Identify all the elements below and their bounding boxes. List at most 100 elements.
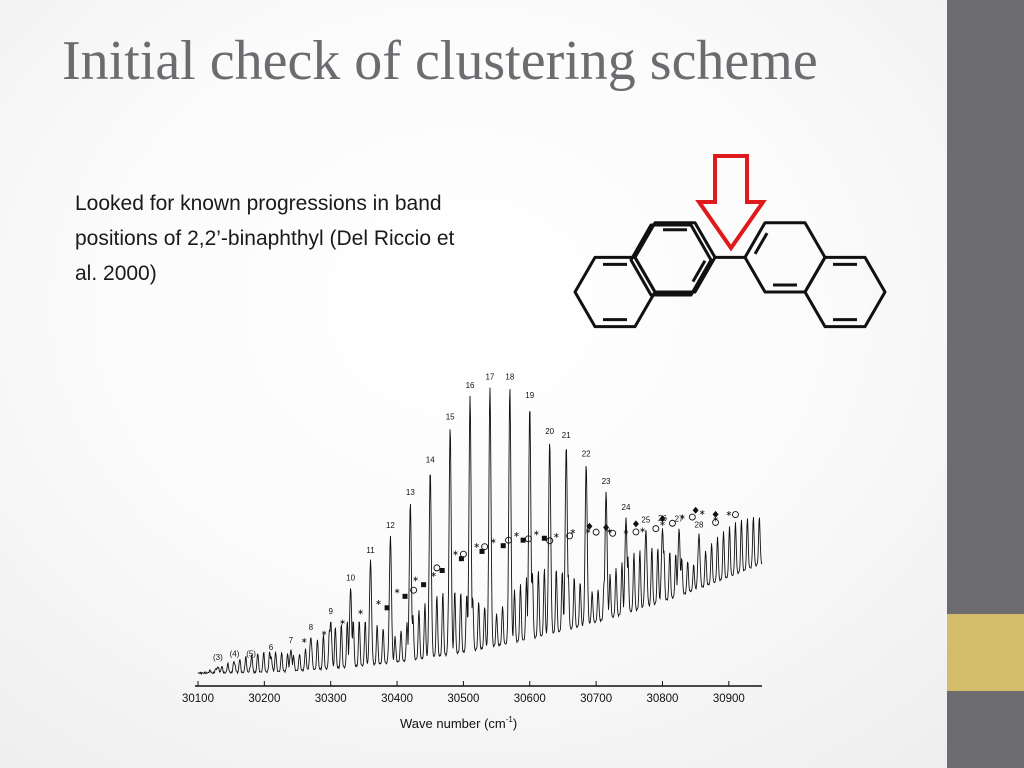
square-marker [520, 537, 526, 543]
circle-marker [732, 511, 739, 519]
circle-marker [481, 543, 489, 551]
x-tick-label: 30600 [514, 693, 546, 705]
circle-marker [632, 528, 640, 536]
asterisk-marker: ∗ [606, 526, 613, 535]
peak-label: 24 [622, 503, 631, 512]
circle-marker [546, 537, 554, 545]
asterisk-marker: ∗ [712, 514, 719, 523]
spectrum-trace [197, 387, 763, 676]
double-bond [691, 260, 707, 283]
x-axis-label: Wave number (cm-1) [400, 715, 517, 731]
x-tick-label: 30400 [381, 693, 413, 705]
peak-label: 13 [406, 488, 415, 497]
square-marker [421, 582, 427, 588]
asterisk-marker: ∗ [321, 629, 328, 638]
peak-labels: (3) (4) (5) 6 7 8 9 10 11 12 13 14 15 16 17 18 19 20 21 22 2… [213, 373, 704, 662]
peak-label: 22 [582, 450, 591, 459]
diamond-marker [632, 520, 639, 528]
asterisk-marker: ∗ [659, 519, 666, 528]
asterisk-marker: ∗ [570, 527, 577, 536]
peak-label: 16 [466, 381, 475, 390]
diamond-marker [603, 523, 610, 531]
circle-marker [712, 518, 720, 526]
square-marker [479, 548, 485, 554]
asterisk-marker: ∗ [585, 527, 592, 536]
circle-marker [459, 550, 467, 558]
x-axis-ticks: 30100 30200 30300 30400 30500 30600 30700 30800… [182, 681, 745, 705]
peak-label: 17 [485, 373, 494, 382]
asterisk-marker: ∗ [513, 530, 520, 539]
diamond-marker [712, 510, 719, 518]
asterisk-marker: ∗ [533, 529, 540, 538]
peak-label: 28 [695, 520, 704, 529]
peak-label: 7 [289, 636, 294, 645]
peak-label: (5) [246, 649, 256, 658]
x-tick-label: 30300 [315, 693, 347, 705]
asterisk-marker: ∗ [473, 541, 480, 550]
square-marker [439, 568, 445, 574]
peak-label: 23 [602, 477, 611, 486]
peak-label: 18 [505, 373, 514, 382]
circle-marker [592, 528, 600, 536]
x-tick-label: 30700 [580, 693, 612, 705]
down-arrow-icon [695, 154, 767, 252]
x-tick-label: 30200 [248, 693, 280, 705]
spectrum-line [197, 387, 763, 676]
diamond-marker [659, 515, 666, 523]
slide-title: Initial check of clustering scheme [62, 30, 818, 92]
sidebar-accent-block [947, 614, 1024, 691]
diamond-marker [692, 506, 699, 514]
square-marker [541, 535, 547, 541]
asterisk-marker: ∗ [639, 525, 646, 534]
peak-label: 25 [641, 516, 650, 525]
x-tick-label: 30100 [182, 693, 214, 705]
circle-marker [652, 525, 660, 533]
asterisk-marker: ∗ [357, 607, 364, 616]
asterisk-marker: ∗ [339, 617, 346, 626]
asterisk-marker: ∗ [490, 536, 497, 545]
asterisk-marker: ∗ [553, 531, 560, 540]
x-tick-label: 30900 [713, 693, 745, 705]
circle-marker [668, 519, 676, 527]
right-inner-ring [743, 221, 827, 294]
peak-label: 11 [366, 546, 375, 555]
peak-label: 19 [525, 391, 534, 400]
asterisk-marker: ∗ [699, 508, 706, 517]
square-marker [402, 593, 408, 599]
asterisk-marker: ∗ [623, 527, 630, 536]
binaphthyl-structure [573, 154, 887, 329]
asterisk-marker: ∗ [301, 636, 308, 645]
asterisk-marker: ∗ [430, 570, 437, 579]
circle-marker [609, 529, 617, 537]
circle-marker [688, 513, 696, 521]
peak-label: 14 [426, 456, 435, 465]
left-outer-ring [573, 255, 657, 329]
peak-markers: ∗ ∗ ∗ ∗ ∗ ∗ ∗ ∗ ∗ ∗ ∗ ∗ ∗ ∗ ∗ ∗ ∗ ∗ ∗ ∗ ∗ ∗ ∗ ∗ [301, 506, 739, 645]
peak-label: 12 [386, 521, 395, 530]
peak-label: 8 [309, 623, 314, 632]
peak-label: (3) [213, 653, 223, 662]
square-marker [500, 543, 506, 549]
peak-label: 6 [269, 643, 274, 652]
circle-marker [566, 532, 574, 540]
x-tick-label: 30800 [646, 693, 678, 705]
circle-marker [524, 535, 532, 543]
left-ring-inner [629, 223, 713, 297]
right-outer-ring [803, 255, 887, 329]
asterisk-marker: ∗ [452, 548, 459, 557]
asterisk-marker: ∗ [725, 509, 732, 518]
asterisk-marker: ∗ [375, 598, 382, 607]
asterisk-marker: ∗ [394, 586, 401, 595]
peak-label: 21 [562, 431, 571, 440]
asterisk-marker: ∗ [412, 575, 419, 584]
circle-marker [433, 564, 441, 572]
left-inner-ring [633, 221, 717, 294]
square-marker [458, 556, 464, 562]
square-marker [384, 605, 390, 611]
peak-label: 15 [446, 412, 455, 421]
slide-body-text: Looked for known progressions in band po… [75, 192, 455, 285]
peak-label: 10 [346, 573, 355, 582]
double-bond [753, 232, 769, 255]
x-tick-label: 30500 [447, 693, 479, 705]
circle-marker [505, 536, 512, 544]
